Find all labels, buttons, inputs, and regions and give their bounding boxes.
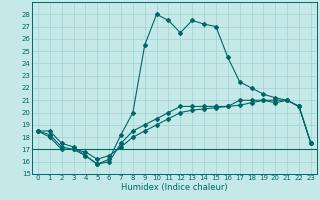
X-axis label: Humidex (Indice chaleur): Humidex (Indice chaleur): [121, 183, 228, 192]
